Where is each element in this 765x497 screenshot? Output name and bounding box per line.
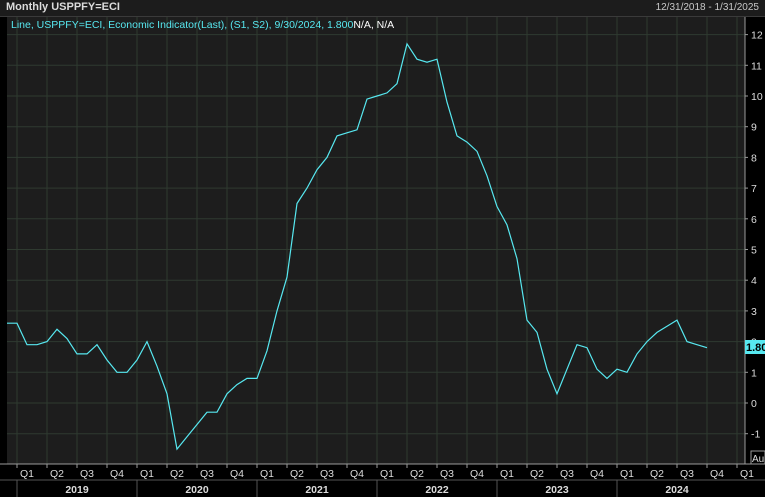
x-tick-label: Q1 [140,468,154,480]
y-tick-label: -1 [751,429,760,441]
y-tick-label: 12 [751,30,763,42]
x-year-label: 2024 [665,484,689,496]
x-tick-label: Q4 [110,468,124,480]
series-legend: Line, USPPFY=ECI, Economic Indicator(Las… [11,19,394,31]
chart-title: Monthly USPPFY=ECI [6,1,120,13]
last-value-badge-bg [745,340,765,354]
x-tick-label: Q2 [290,468,304,480]
corner-box-bg [750,450,765,465]
x-tick-label: Q4 [350,468,364,480]
x-tick-label: Q2 [50,468,64,480]
x-year-label: 2023 [545,484,569,496]
y-tick-label: 8 [751,152,757,164]
y-tick-label: 4 [751,275,757,287]
x-tick-label: Q3 [560,468,574,480]
x-tick-label: Q1 [620,468,634,480]
corner-label: Au [752,454,764,465]
legend-suffix: N/A, N/A [353,19,395,31]
last-value-text: 1.80 [746,342,765,354]
x-tick-label: Q3 [320,468,334,480]
x-tick-label: Q2 [410,468,424,480]
x-tick-label: Q1 [500,468,514,480]
x-tick-label: Q1 [380,468,394,480]
y-tick-label: 1 [751,367,757,379]
y-tick-label: 0 [751,398,757,410]
y-axis: -10123456789101112 [744,17,763,464]
series-line[interactable] [7,42,708,451]
x-tick-label: Q4 [590,468,604,480]
line-chart[interactable]: -10123456789101112 Q1Q2Q3Q4Q1Q2Q3Q4Q1Q2Q… [0,17,765,497]
x-tick-label: Q1 [20,468,34,480]
y-tick-label: 3 [751,306,757,318]
date-range[interactable]: 12/31/2018 - 1/31/2025 [655,2,759,13]
x-year-label: 2022 [425,484,449,496]
x-tick-label: Q3 [80,468,94,480]
x-tick-label: Q2 [170,468,184,480]
x-tick-label: Q1 [740,468,754,480]
x-year-label: 2020 [185,484,209,496]
x-year-label: 2021 [305,484,329,496]
x-axis: Q1 Q2 Q3 Q4 Q1 Q2 Q3 Q4 Q1 Q2 Q3 Q4 Q1 Q2 Q3 Q4 Q1 Q2 Q3 Q4… [0,463,765,497]
y-tick-label: 6 [751,214,757,226]
grid-lines [7,17,745,464]
y-tick-label: 11 [751,60,762,72]
x-tick-label: Q1 [260,468,274,480]
x-tick-label: Q3 [680,468,694,480]
y-tick-label: 10 [751,91,763,103]
last-value-badge: 1.80 [745,340,765,354]
x-tick-label: Q4 [470,468,484,480]
y-tick-label: 7 [751,183,757,195]
chart-header: Monthly USPPFY=ECI 12/31/2018 - 1/31/202… [0,0,765,17]
y-tick-label: 5 [751,245,757,257]
plot-area [7,17,745,464]
x-tick-label: Q3 [200,468,214,480]
x-tick-label: Q3 [440,468,454,480]
x-tick-label: Q4 [710,468,724,480]
x-tick-label: Q2 [650,468,664,480]
corner-box[interactable]: Au [750,450,765,465]
x-tick-label: Q2 [530,468,544,480]
x-year-label: 2019 [65,484,89,496]
x-tick-label: Q4 [230,468,244,480]
legend-prefix: Line, USPPFY=ECI, Economic Indicator(Las… [11,19,354,31]
y-tick-label: 9 [751,122,757,134]
